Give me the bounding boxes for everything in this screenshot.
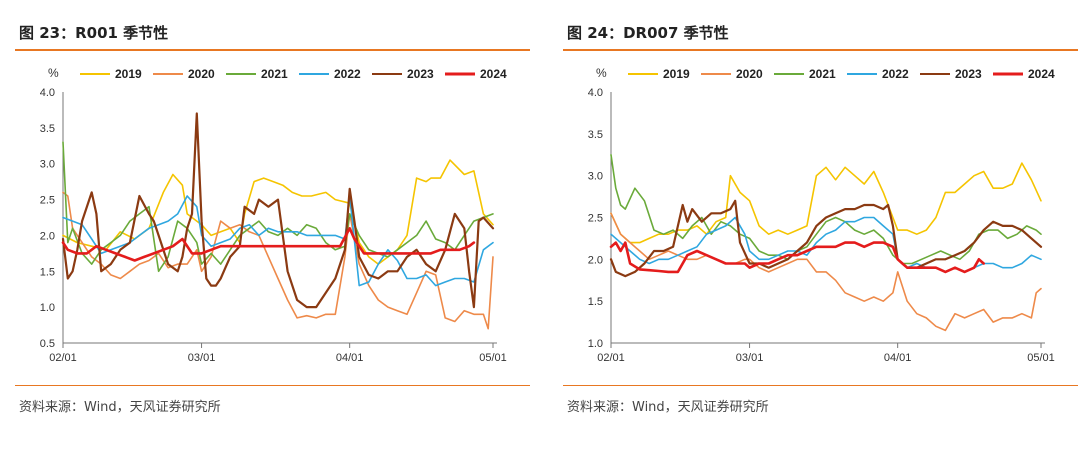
title-divider bbox=[563, 49, 1078, 51]
series-line-2019 bbox=[62, 159, 494, 265]
y-tick-label: 1.0 bbox=[40, 302, 55, 314]
y-tick-label: 3.0 bbox=[40, 159, 55, 171]
legend-label-2019: 2019 bbox=[663, 67, 690, 81]
y-tick-label: 2.5 bbox=[588, 213, 603, 225]
x-tick-label: 03/01 bbox=[736, 352, 764, 364]
x-tick-label: 05/01 bbox=[1027, 352, 1055, 364]
series-line-2021 bbox=[610, 154, 1042, 265]
chart-panel-r001: 图 23：R001 季节性 % 2019 2020 2021 2022 2023 2024 4… bbox=[15, 0, 530, 456]
y-tick-label: 4.0 bbox=[40, 87, 55, 99]
figure-title: 图 23：R001 季节性 bbox=[19, 24, 169, 42]
source-note: 资料来源：Wind，天风证券研究所 bbox=[567, 400, 769, 415]
y-tick-label: 0.5 bbox=[40, 338, 55, 350]
series-line-2024 bbox=[609, 241, 986, 274]
source-divider bbox=[15, 385, 530, 386]
figure-title: 图 24：DR007 季节性 bbox=[567, 24, 729, 42]
line-chart-r001: % 2019 2020 2021 2022 2023 2024 4.0 3.5 3.0 2.5 2.0… bbox=[40, 66, 507, 364]
series-line-2019 bbox=[610, 162, 1042, 244]
y-tick-label: 1.5 bbox=[588, 296, 603, 308]
series-line-2023 bbox=[609, 199, 1043, 278]
series-line-2021 bbox=[62, 141, 494, 273]
y-tick-label: 2.0 bbox=[40, 230, 55, 242]
y-unit-label: % bbox=[596, 66, 607, 80]
legend: 2019 2020 2021 2022 2023 2024 bbox=[628, 67, 1055, 81]
chart-panel-dr007: 图 24：DR007 季节性 % 2019 2020 2021 2022 2023 2024… bbox=[563, 0, 1078, 456]
source-divider bbox=[563, 385, 1078, 386]
title-divider bbox=[15, 49, 530, 51]
legend-label-2024: 2024 bbox=[480, 67, 507, 81]
legend-label-2021: 2021 bbox=[261, 67, 288, 81]
y-tick-label: 3.5 bbox=[588, 129, 603, 141]
source-note: 资料来源：Wind，天风证券研究所 bbox=[19, 400, 221, 415]
x-tick-label: 02/01 bbox=[49, 352, 77, 364]
legend-label-2020: 2020 bbox=[736, 67, 763, 81]
x-tick-label: 04/01 bbox=[336, 352, 364, 364]
legend-label-2024: 2024 bbox=[1028, 67, 1055, 81]
legend: 2019 2020 2021 2022 2023 2024 bbox=[80, 67, 507, 81]
legend-label-2020: 2020 bbox=[188, 67, 215, 81]
y-tick-label: 3.0 bbox=[588, 171, 603, 183]
series-line-2020 bbox=[62, 191, 494, 330]
x-tick-label: 05/01 bbox=[479, 352, 507, 364]
legend-label-2022: 2022 bbox=[334, 67, 361, 81]
y-tick-label: 2.0 bbox=[588, 254, 603, 266]
x-tick-label: 02/01 bbox=[597, 352, 625, 364]
y-unit-label: % bbox=[48, 66, 59, 80]
series-line-2024 bbox=[61, 227, 476, 262]
legend-label-2022: 2022 bbox=[882, 67, 909, 81]
legend-label-2023: 2023 bbox=[955, 67, 982, 81]
y-tick-label: 3.5 bbox=[40, 123, 55, 135]
series-line-2022 bbox=[62, 195, 494, 287]
y-tick-label: 1.0 bbox=[588, 338, 603, 350]
x-tick-label: 03/01 bbox=[188, 352, 216, 364]
legend-label-2023: 2023 bbox=[407, 67, 434, 81]
legend-label-2019: 2019 bbox=[115, 67, 142, 81]
y-tick-label: 1.5 bbox=[40, 266, 55, 278]
y-tick-label: 4.0 bbox=[588, 87, 603, 99]
line-chart-dr007: % 2019 2020 2021 2022 2023 2024 4.0 3.5 3.0 2.5 2.0… bbox=[588, 66, 1055, 364]
x-tick-label: 04/01 bbox=[884, 352, 912, 364]
y-tick-label: 2.5 bbox=[40, 195, 55, 207]
legend-label-2021: 2021 bbox=[809, 67, 836, 81]
